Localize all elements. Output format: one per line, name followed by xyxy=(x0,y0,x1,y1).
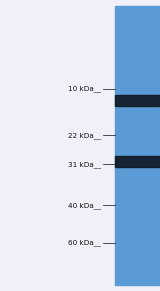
Text: 40 kDa__: 40 kDa__ xyxy=(68,202,101,209)
Text: 10 kDa__: 10 kDa__ xyxy=(68,85,101,92)
Bar xyxy=(115,6,160,285)
Bar xyxy=(115,95,160,106)
Text: 60 kDa__: 60 kDa__ xyxy=(68,239,101,246)
Text: 22 kDa__: 22 kDa__ xyxy=(68,132,101,139)
Bar xyxy=(115,156,160,167)
Text: 31 kDa__: 31 kDa__ xyxy=(68,161,101,168)
